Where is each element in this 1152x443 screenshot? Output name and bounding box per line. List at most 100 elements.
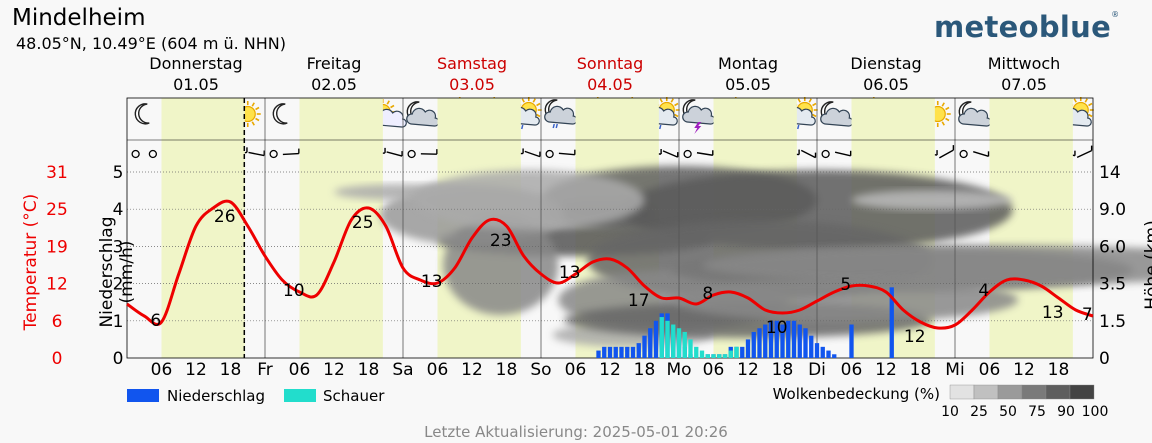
sun-ray (386, 100, 390, 105)
precip-bar (786, 320, 791, 358)
temperature-series-line (126, 199, 1094, 330)
precip-bar (757, 328, 762, 358)
day-name: Donnerstag (149, 54, 242, 73)
precip-bar (809, 335, 814, 358)
sun-ray (390, 104, 395, 109)
hour-tick-label: 06 (703, 360, 725, 380)
precipitation-axis-label: Niederschlag (mm/h) (97, 216, 137, 328)
sun-ray (255, 117, 260, 122)
wind-calm-icon (407, 149, 416, 159)
wind-calm-icon (545, 149, 554, 159)
precip-bar (613, 346, 618, 358)
legend: Niederschlag Schauer Wolkenbedeckung (%)10… (127, 384, 1108, 420)
hour-tick-label: 18 (772, 360, 794, 380)
height-tick-label: 1.5 (1099, 312, 1126, 332)
precip-bar (745, 339, 751, 358)
precip-bar (768, 320, 774, 358)
shower-bar (728, 350, 733, 358)
height-tick-label: 3.5 (1099, 275, 1126, 295)
hour-tick-label: 12 (875, 360, 897, 380)
shower-bar (694, 346, 699, 358)
height-tick-label: 0 (1099, 349, 1110, 369)
sun-ray (1088, 102, 1093, 107)
sun-ray (812, 113, 817, 118)
precip-bar (596, 350, 601, 358)
precip-bar (791, 320, 797, 358)
precip-bar (780, 324, 785, 358)
cloud-cover-area (414, 170, 645, 230)
weather-icon (406, 101, 440, 127)
precip-tick-label: 2 (113, 275, 124, 295)
hour-tick-label: 12 (185, 360, 207, 380)
sun-ray (1073, 98, 1077, 103)
moon-crescent (272, 103, 288, 125)
precip-bar (774, 320, 779, 358)
precip-bar (648, 328, 653, 358)
hour-tick-label: 06 (979, 360, 1001, 380)
wind-calm-icon (131, 149, 140, 159)
precip-bar (630, 346, 636, 358)
temperature-data-label: 8 (702, 284, 713, 304)
precip-bar (832, 354, 837, 358)
temperature-data-label: 4 (978, 281, 989, 301)
daylight-band (299, 98, 383, 358)
temperature-data-label: 23 (490, 231, 512, 251)
wind-calm-icon (959, 149, 968, 159)
temp-tick-label: 6 (52, 312, 63, 332)
hour-tick-label: 18 (634, 360, 656, 380)
day-short-label: So (530, 360, 551, 380)
sun-ray (808, 98, 812, 103)
temp-tick-label: 19 (46, 237, 68, 257)
temperature-data-label: 13 (1042, 303, 1064, 323)
wind-calm-icon (683, 149, 692, 159)
day-short-label: Mo (666, 360, 691, 380)
hour-tick-label: 18 (1048, 360, 1070, 380)
wind-barb-icon (386, 151, 403, 157)
cloud-shape (958, 107, 992, 127)
wind-barb-icon (248, 151, 265, 157)
hour-tick-label: 06 (427, 360, 449, 380)
shower-bar (659, 317, 664, 358)
location-title: Mindelheim (12, 5, 146, 31)
sun-ray (945, 106, 950, 111)
temperature-data-label: 13 (559, 263, 581, 283)
hour-tick-label: 18 (220, 360, 242, 380)
day-name: Samstag (437, 54, 507, 73)
sun-ray (941, 121, 945, 126)
rain-drop (659, 124, 662, 130)
shower-bar (699, 350, 705, 358)
cloud-cover-area (702, 245, 1152, 285)
day-date: 07.05 (1001, 75, 1047, 94)
location-coordinates: 48.05°N, 10.49°E (604 m ü. NHN) (16, 34, 287, 53)
precipitation-bars (596, 287, 894, 358)
sun-ray (251, 121, 255, 126)
sun-ray (674, 113, 679, 118)
height-tick-label: 9.0 (1099, 200, 1126, 220)
cloud-legend-swatch (1045, 384, 1071, 400)
precip-bar (740, 346, 745, 358)
day-name: Dienstag (850, 54, 921, 73)
shower-bar (665, 320, 670, 358)
hour-tick-label: 12 (1013, 360, 1035, 380)
precip-bar (814, 343, 820, 358)
cloud-cover-layer (334, 166, 1152, 347)
day-date: 05.05 (725, 75, 771, 94)
hour-tick-label: 18 (358, 360, 380, 380)
sun-ray (674, 102, 679, 107)
cloud-shape (820, 107, 854, 127)
sun-ray (536, 102, 541, 107)
sun-ray (532, 98, 536, 103)
hour-tick-label: 12 (323, 360, 345, 380)
shower-bar (676, 328, 682, 358)
day-name: Montag (718, 54, 778, 73)
precip-bar (619, 346, 624, 358)
daylight-band (989, 98, 1073, 358)
wind-barb-icon (524, 150, 541, 158)
hour-tick-label: 06 (151, 360, 173, 380)
meteoblue-logo[interactable]: meteoblue® (934, 10, 1119, 44)
weather-icon (820, 101, 854, 127)
wind-calm-icon (821, 149, 830, 159)
hour-tick-label: 06 (841, 360, 863, 380)
